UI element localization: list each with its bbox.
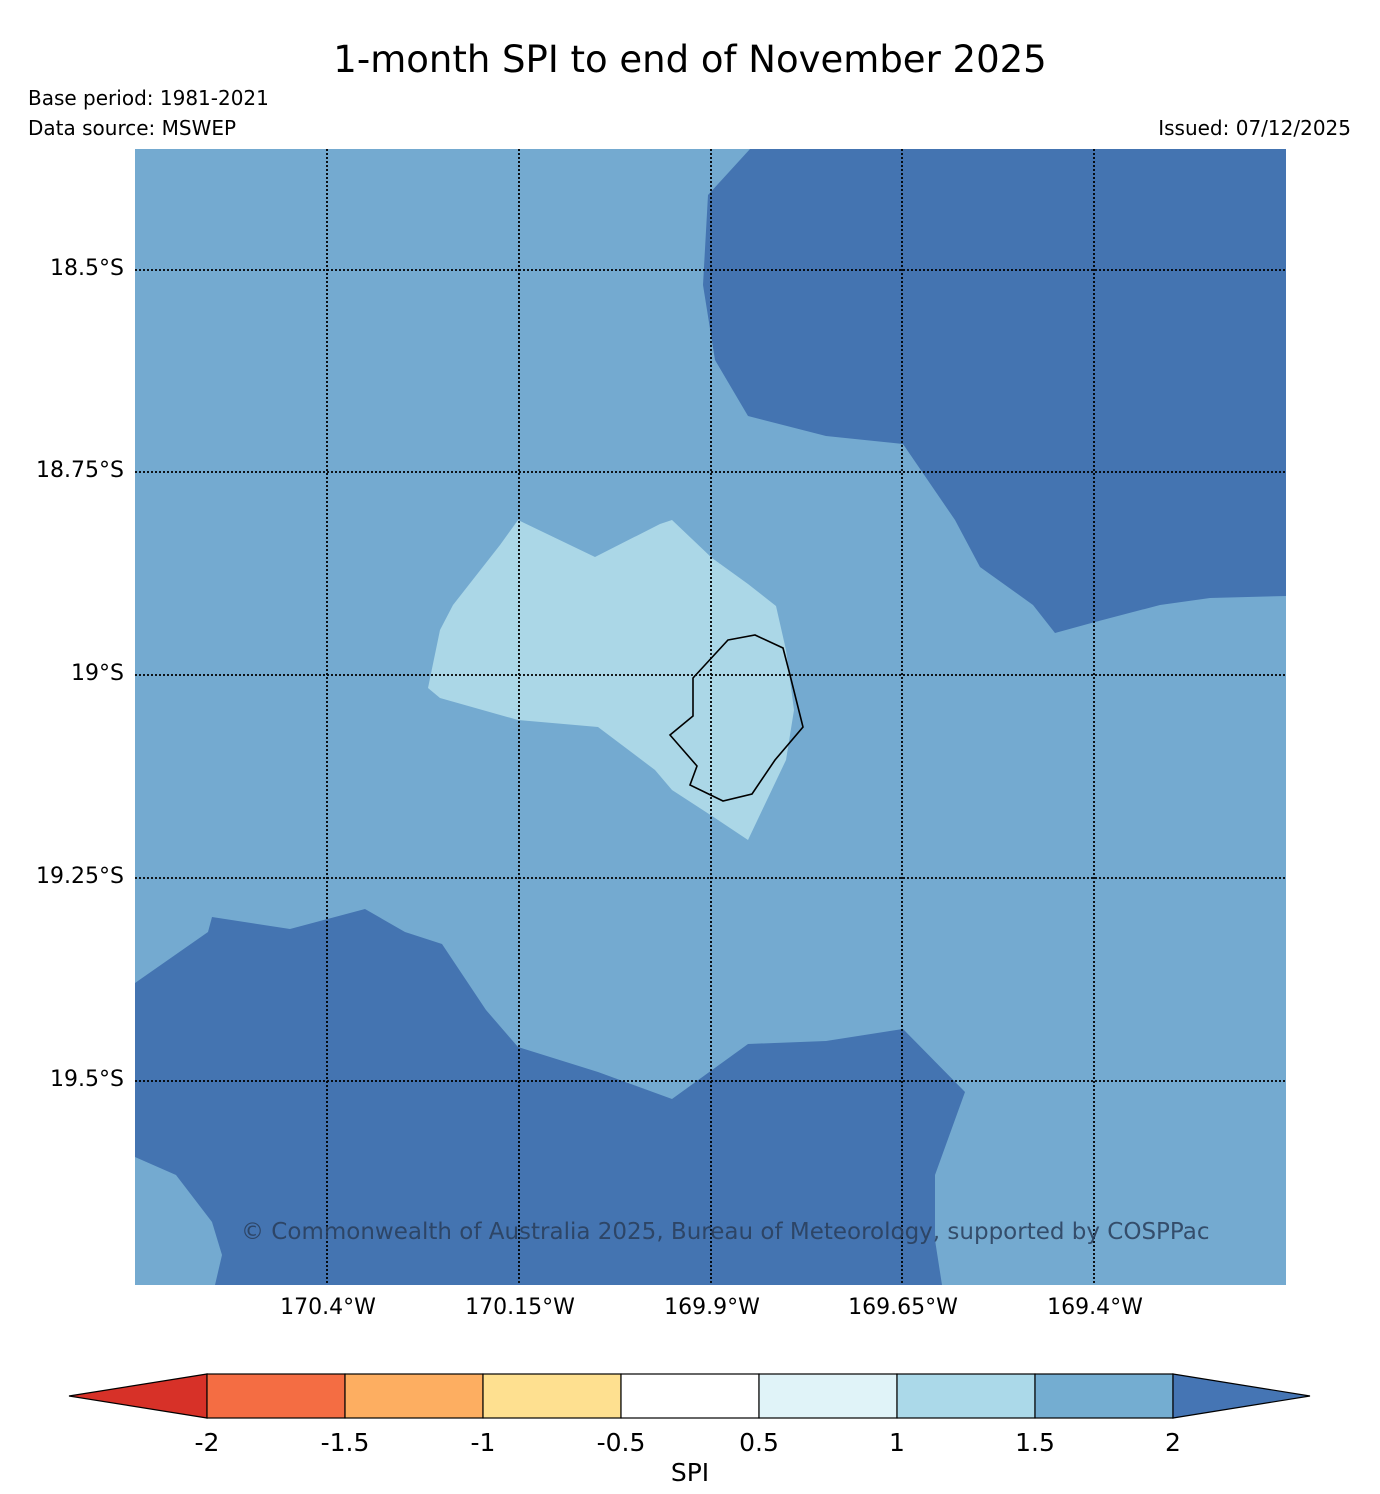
map-title: 1-month SPI to end of November 2025 — [333, 38, 1047, 81]
lat-label-19.5s: 19.5°S — [50, 1067, 124, 1092]
colorbar-title: SPI — [670, 1458, 710, 1487]
colorbar-tick-label: 0.5 — [739, 1428, 779, 1457]
niue-island-outline — [668, 634, 804, 802]
colorbar-segment — [758, 1373, 898, 1419]
colorbar-tick-label: -1 — [470, 1428, 496, 1457]
colorbar-segment — [206, 1373, 346, 1419]
lon-label-169.4w: 169.4°W — [1047, 1295, 1143, 1320]
lon-label-170.4w: 170.4°W — [280, 1295, 376, 1320]
base-period-text: Base period: 1981-2021 — [28, 86, 269, 110]
map-gridlines — [135, 149, 1286, 1285]
colorbar-segment — [482, 1373, 622, 1419]
colorbar-tick-label: 2 — [1165, 1428, 1181, 1457]
lat-label-19.25s: 19.25°S — [36, 864, 124, 889]
colorbar-tick-label: 1 — [889, 1428, 905, 1457]
colorbar-segment — [620, 1373, 760, 1419]
colorbar-extend-high — [1172, 1373, 1311, 1419]
data-source-text: Data source: MSWEP — [28, 116, 237, 140]
colorbar-segment — [896, 1373, 1036, 1419]
colorbar-segment — [344, 1373, 484, 1419]
lon-label-169.9w: 169.9°W — [664, 1295, 760, 1320]
colorbar-extend-low — [68, 1373, 208, 1419]
lon-label-169.65w: 169.65°W — [848, 1295, 958, 1320]
lon-label-170.15w: 170.15°W — [465, 1295, 575, 1320]
colorbar-tick-label: -0.5 — [596, 1428, 646, 1457]
lat-label-18.75s: 18.75°S — [36, 458, 124, 483]
spi-above-2-region-south-west — [135, 909, 965, 1285]
colorbar-tick-label: -1.5 — [320, 1428, 370, 1457]
spi-1-1.5-region — [428, 520, 794, 840]
colorbar-segment — [1034, 1373, 1174, 1419]
colorbar-tick-label: -2 — [194, 1428, 220, 1457]
lat-label-18.5s: 18.5°S — [50, 256, 124, 281]
lat-label-19s: 19°S — [71, 661, 124, 686]
issued-date-text: Issued: 07/12/2025 — [1158, 116, 1351, 140]
spi-colorbar — [68, 1373, 1311, 1419]
copyright-watermark: © Commonwealth of Australia 2025, Bureau… — [241, 1219, 1210, 1245]
colorbar-tick-label: 1.5 — [1015, 1428, 1055, 1457]
